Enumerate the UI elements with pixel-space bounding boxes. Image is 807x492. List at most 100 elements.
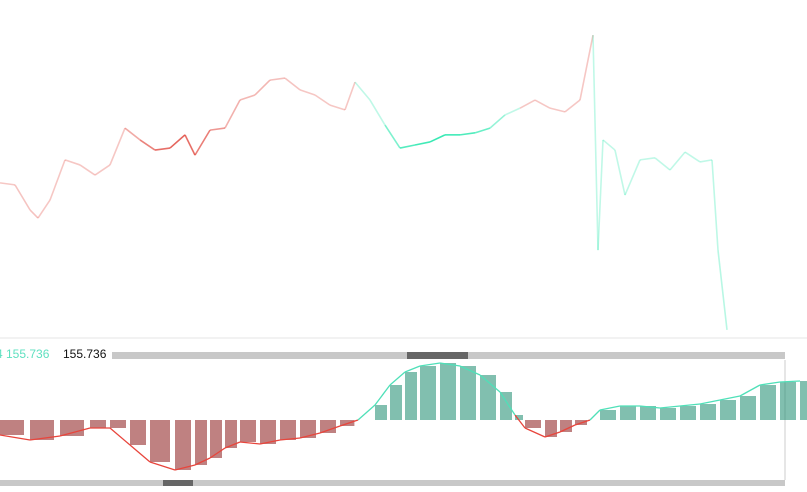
oscillator-bar (60, 420, 84, 436)
oscillator-bar (480, 375, 496, 420)
oscillator-bar (525, 420, 541, 428)
oscillator-line (357, 404, 376, 421)
oscillator-line (589, 409, 601, 421)
price-segment (109, 127, 126, 166)
price-segment (14, 184, 31, 211)
oscillator-bar (300, 420, 316, 438)
oscillator-bar (195, 420, 207, 465)
oscillator-bar (760, 385, 776, 420)
oscillator-bar (800, 381, 807, 420)
oscillator-bar (110, 420, 126, 428)
oscillator-bar (390, 385, 402, 420)
price-segment (124, 127, 141, 141)
oscillator-bar (560, 420, 572, 432)
oscillator-line (339, 419, 359, 427)
last-price: 155.736 (63, 347, 107, 361)
oscillator-bar (30, 420, 54, 440)
oscillator-line (59, 427, 91, 437)
price-segment (209, 127, 226, 131)
oscillator-line (29, 435, 61, 441)
oscillator-bar (260, 420, 276, 444)
price-segment (169, 134, 186, 149)
scrollbar[interactable] (0, 480, 785, 486)
oscillator-line (499, 391, 516, 416)
oscillator-line (459, 365, 481, 376)
oscillator-line (129, 444, 151, 463)
oscillator-line (404, 365, 421, 373)
oscillator-bar (515, 415, 523, 420)
oscillator-line (239, 441, 261, 445)
price-segment (519, 99, 536, 109)
price-segment (639, 157, 656, 161)
price-segment (354, 81, 371, 101)
price-segment (414, 141, 431, 146)
oscillator-bar (500, 392, 512, 420)
price-segment (384, 124, 401, 149)
price-segment (94, 164, 111, 176)
oscillator-bar (225, 420, 237, 448)
oscillator-line (659, 405, 681, 409)
oscillator-bar (740, 396, 756, 420)
oscillator-line (149, 461, 176, 471)
oscillator-bar (600, 410, 616, 420)
oscillator-line (544, 431, 561, 438)
price-segment (344, 81, 356, 111)
scrollbar[interactable] (0, 352, 785, 359)
price-segment (459, 132, 476, 136)
oscillator-bar (660, 408, 676, 420)
price-segment (0, 182, 16, 186)
scroll-thumb[interactable] (163, 480, 193, 486)
oscillator-line (524, 427, 546, 438)
oscillator-bar (320, 420, 336, 433)
oscillator-bar (0, 420, 24, 435)
oscillator-line (479, 374, 501, 393)
oscillator-line (299, 432, 321, 439)
oscillator-bar (175, 420, 191, 470)
price-segment (564, 99, 581, 113)
oscillator-bar (210, 420, 222, 458)
price-segment (592, 35, 599, 251)
price-segment (504, 107, 521, 116)
price-segment (329, 104, 346, 111)
oscillator-line (259, 439, 281, 445)
oscillator-line (514, 414, 526, 429)
price-segment (699, 159, 713, 163)
price-segment (269, 77, 286, 81)
price-segment (139, 139, 156, 151)
price-segment (579, 34, 594, 101)
oscillator-line (319, 425, 341, 434)
label-bg (0, 347, 112, 361)
price-segment (399, 144, 416, 149)
price-segment (717, 250, 728, 330)
oscillator-line (194, 457, 211, 466)
price-segment (64, 159, 81, 166)
oscillator-line (279, 437, 301, 441)
price-segment (549, 107, 566, 113)
oscillator-bar (640, 406, 656, 420)
oscillator-line (374, 384, 391, 406)
price-segment (224, 99, 241, 129)
oscillator-line (109, 427, 131, 446)
oscillator-line (679, 403, 701, 407)
price-segment (654, 157, 671, 171)
oscillator-line (739, 384, 761, 397)
price-segment (474, 127, 491, 134)
price-segment (184, 134, 196, 156)
scroll-thumb[interactable] (407, 352, 468, 359)
price-segment (534, 99, 551, 109)
price-segment (49, 159, 66, 201)
price-segment (299, 89, 316, 96)
price-segment (669, 151, 686, 171)
price-segment (489, 114, 506, 129)
oscillator-bar (545, 420, 557, 437)
oscillator-line (779, 380, 801, 383)
oscillator-bar (720, 400, 736, 420)
price-segment (314, 94, 331, 106)
oscillator-bar (375, 405, 387, 420)
oscillator-bar (130, 420, 146, 445)
price-segment (429, 134, 446, 143)
oscillator-line (0, 434, 31, 441)
oscillator-bar (420, 366, 436, 420)
price-segment (239, 94, 256, 101)
